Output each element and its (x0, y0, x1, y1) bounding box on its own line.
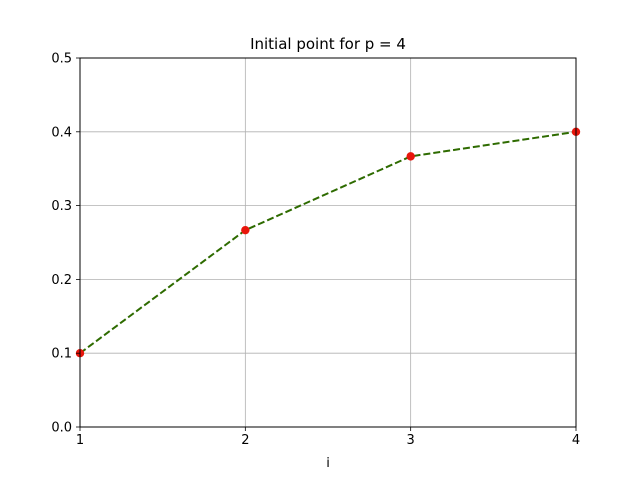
y-tick-label: 0.0 (51, 421, 72, 436)
y-tick-label: 0.3 (51, 199, 72, 214)
data-point-marker (406, 152, 415, 161)
x-tick-label: 4 (572, 433, 580, 448)
x-axis-label: i (326, 456, 330, 471)
y-tick-label: 0.1 (51, 347, 72, 362)
y-tick-label: 0.5 (51, 52, 72, 67)
series-line (79, 130, 577, 355)
axis-ticks: 1 2 3 4 0.0 0.1 0.2 0.3 0.4 0.5 (51, 52, 580, 449)
y-tick-label: 0.2 (51, 273, 72, 288)
chart-title: Initial point for p = 4 (250, 35, 406, 53)
data-point-marker (241, 225, 250, 235)
x-tick-label: 2 (241, 433, 249, 448)
plot-frame (79, 57, 577, 428)
x-tick-label: 1 (76, 433, 84, 448)
y-tick-label: 0.4 (51, 125, 72, 140)
x-tick-label: 3 (407, 433, 415, 448)
